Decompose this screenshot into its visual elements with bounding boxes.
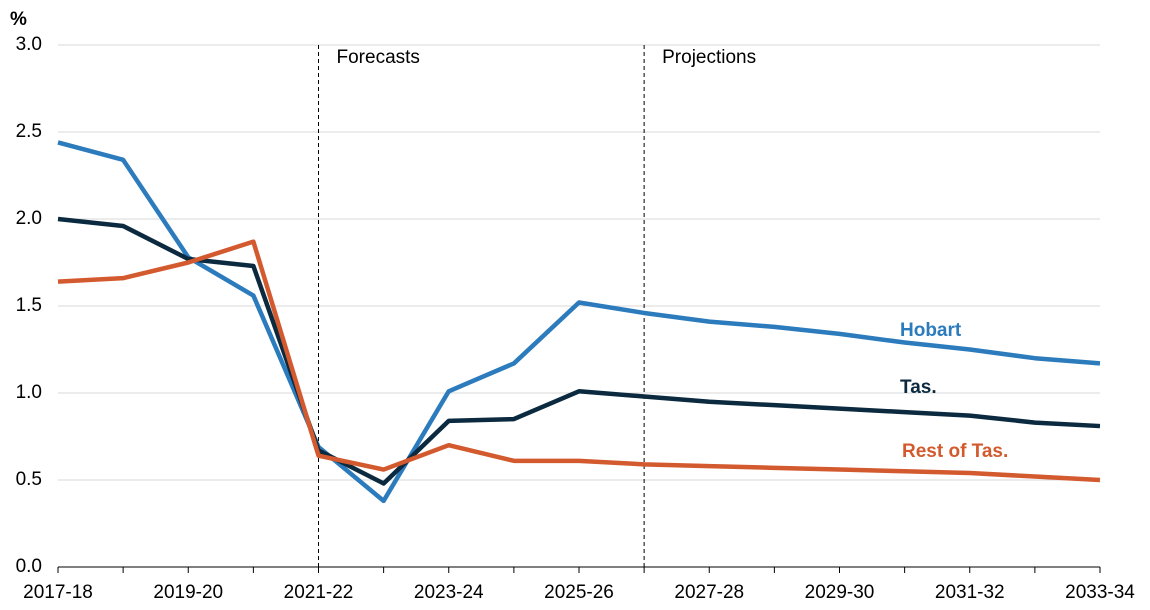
y-tick-label: 2.5	[16, 121, 42, 142]
y-axis-label: %	[10, 9, 27, 30]
y-tick-label: 1.0	[16, 382, 42, 403]
x-tick-label: 2019-20	[153, 582, 223, 603]
series-label: Rest of Tas.	[902, 441, 1008, 462]
x-tick-label: 2029-30	[805, 582, 875, 603]
x-tick-label: 2025-26	[544, 582, 614, 603]
series-line	[57, 216, 1101, 486]
series-line	[57, 140, 1101, 504]
series-line	[57, 239, 1101, 483]
y-tick-label: 1.5	[16, 295, 42, 316]
x-tick-label: 2033-34	[1065, 582, 1135, 603]
annotation: Projections	[662, 47, 756, 68]
series-label: Tas.	[900, 377, 937, 398]
y-tick-label: 0.0	[16, 556, 42, 577]
x-tick-label: 2021-22	[284, 582, 354, 603]
y-tick-label: 2.0	[16, 208, 42, 229]
y-tick-label: 0.5	[16, 469, 42, 490]
x-tick-label: 2017-18	[23, 582, 93, 603]
x-tick-label: 2027-28	[674, 582, 744, 603]
annotation: Forecasts	[337, 47, 420, 68]
x-tick-label: 2023-24	[414, 582, 484, 603]
x-tick-label: 2031-32	[935, 582, 1005, 603]
y-tick-label: 3.0	[16, 34, 42, 55]
series-label: Hobart	[900, 320, 962, 341]
